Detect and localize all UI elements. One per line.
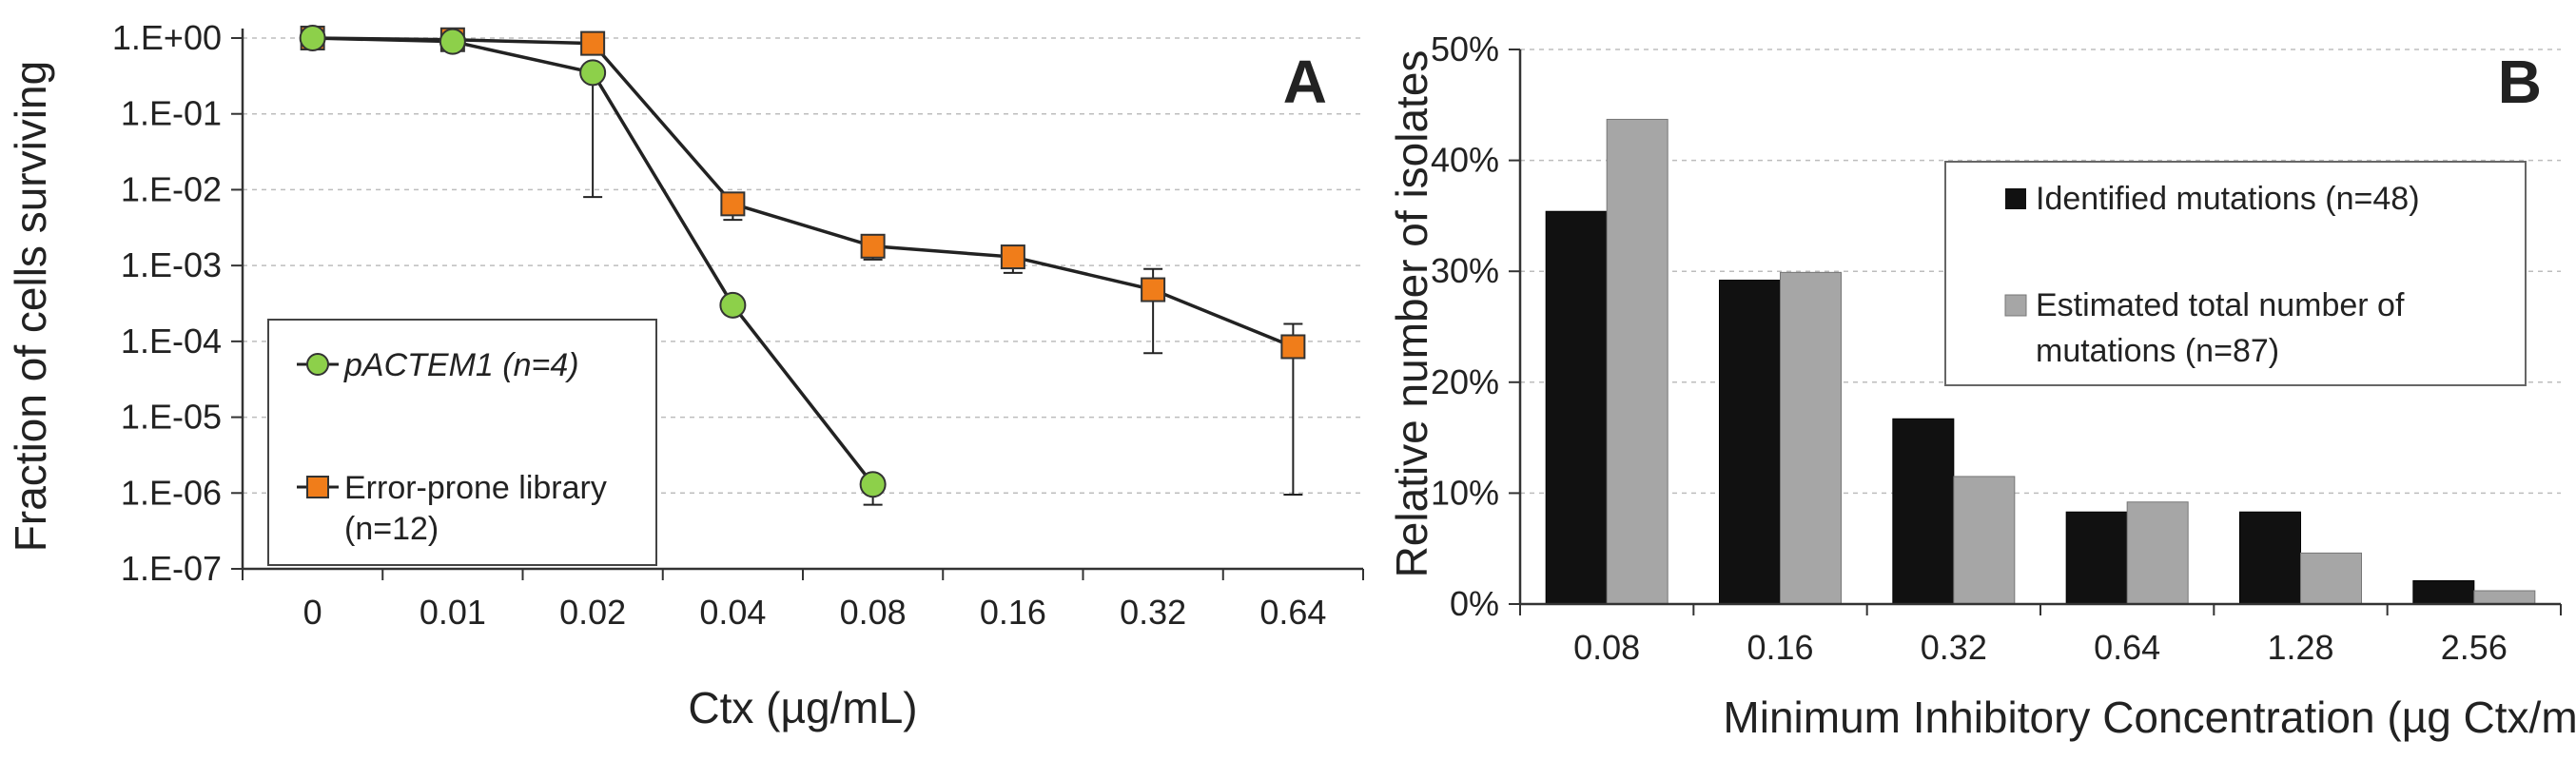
panel-a-y-tick-label: 1.E-04 [121, 322, 222, 361]
panel-a-x-axis-title: Ctx (µg/mL) [688, 683, 917, 732]
panel-b-y-tick-label: 20% [1431, 362, 1499, 401]
panel-b-bar-chart: 0% 10% 20% 30% 40% 50% 0.08 0.16 0.32 0.64 1.28 2.… [1387, 29, 2576, 742]
bar-identified [2412, 580, 2475, 605]
data-point-pactem1 [299, 25, 326, 51]
panel-a-line-chart: 1.E+00 1.E-01 1.E-02 1.E-03 1.E-04 1.E-05 1.E-… [6, 17, 1364, 732]
panel-b-y-tick-label: 30% [1431, 251, 1499, 290]
data-point-error-prone [1000, 244, 1025, 270]
panel-a-x-tick-label: 0.16 [980, 593, 1046, 632]
bar-identified [2239, 511, 2301, 605]
data-point-error-prone [720, 191, 746, 217]
panel-a-y-tick-label: 1.E-06 [121, 473, 222, 512]
panel-a-y-tick-label: 1.E-02 [121, 169, 222, 208]
panel-b-y-ticks: 0% 10% 20% 30% 40% 50% [1431, 29, 1499, 623]
legend-label-pactem1: pACTEM1 (n=4) [343, 347, 579, 383]
panel-b-label: B [2498, 48, 2542, 116]
panel-a-y-tick-label: 1.E+00 [112, 18, 222, 57]
bar-estimated [2126, 501, 2189, 605]
panel-a-x-tick-label: 0 [303, 593, 322, 632]
bar-estimated [2473, 590, 2536, 605]
panel-a-y-axis-title: Fraction of cells surviving [6, 61, 55, 552]
bar-estimated [1780, 271, 1842, 605]
data-point-error-prone [580, 30, 606, 56]
panel-a-axes [231, 29, 1364, 580]
panel-a-y-ticks: 1.E+00 1.E-01 1.E-02 1.E-03 1.E-04 1.E-05 1.E-… [112, 18, 222, 588]
panel-b-x-tick-label: 0.32 [1921, 628, 1987, 667]
legend-marker-error-prone [306, 476, 329, 498]
panel-b-x-tick-label: 0.16 [1747, 628, 1813, 667]
panel-b-y-tick-label: 0% [1450, 584, 1499, 623]
legend-label-error-prone: Error-prone library [344, 470, 607, 506]
legend-label-identified: Identified mutations (n=48) [2036, 181, 2420, 217]
panel-a-x-tick-label: 0.01 [420, 593, 486, 632]
legend-label-estimated-line2: mutations (n=87) [2036, 333, 2279, 369]
data-point-error-prone [860, 233, 886, 259]
panel-b-x-ticks: 0.08 0.16 0.32 0.64 1.28 2.56 [1573, 628, 2508, 667]
legend-swatch-estimated [2004, 294, 2027, 317]
panel-b-y-axis-title: Relative number of isolates [1387, 50, 1436, 578]
panel-a-x-tick-label: 0.02 [559, 593, 626, 632]
panel-a-label: A [1283, 48, 1327, 116]
data-point-pactem1 [859, 471, 887, 498]
data-point-pactem1 [579, 59, 607, 87]
bar-identified [1892, 418, 1955, 605]
data-point-pactem1 [719, 291, 747, 319]
panel-a-series [299, 25, 1306, 506]
panel-b-x-tick-label: 1.28 [2267, 628, 2333, 667]
series-line-error-prone [312, 36, 1295, 349]
panel-b-x-axis-title: Minimum Inhibitory Concentration (µg Ctx… [1723, 693, 2576, 742]
panel-a-y-tick-label: 1.E-05 [121, 398, 222, 437]
panel-b-axes [1509, 49, 2562, 615]
panel-a-x-tick-label: 0.08 [840, 593, 907, 632]
data-point-error-prone [1280, 334, 1306, 360]
panel-a-x-tick-label: 0.64 [1259, 593, 1326, 632]
panel-a-x-ticks: 0 0.01 0.02 0.04 0.08 0.16 0.32 0.64 [303, 593, 1327, 632]
panel-b-y-tick-label: 50% [1431, 29, 1499, 68]
panel-a-grid [243, 37, 1363, 495]
panel-a-y-tick-label: 1.E-01 [121, 94, 222, 133]
panel-b-x-tick-label: 2.56 [2441, 628, 2508, 667]
panel-b-bars [1545, 118, 2536, 605]
panel-a-x-tick-label: 0.04 [699, 593, 766, 632]
bar-identified [1545, 210, 1608, 605]
legend-label-error-prone-line2: (n=12) [344, 511, 439, 547]
panel-b-x-tick-label: 0.64 [2094, 628, 2160, 667]
panel-b-legend: Identified mutations (n=48) Estimated to… [1944, 161, 2527, 386]
panel-a-y-tick-label: 1.E-07 [121, 549, 222, 588]
bar-estimated [2300, 552, 2362, 605]
panel-b-y-tick-label: 40% [1431, 141, 1499, 180]
bar-identified [1719, 280, 1781, 605]
panel-a-legend-box [267, 319, 657, 566]
panel-b-legend-box [1944, 161, 2527, 386]
panel-a-legend: pACTEM1 (n=4) Error-prone library (n=12) [267, 319, 657, 566]
bar-identified [2065, 511, 2128, 605]
panel-b-x-tick-label: 0.08 [1573, 628, 1640, 667]
legend-marker-pactem1 [306, 353, 329, 376]
bar-estimated [1953, 476, 2016, 605]
panel-b-y-tick-label: 10% [1431, 473, 1499, 512]
panel-a-x-tick-label: 0.32 [1120, 593, 1186, 632]
panel-a-y-tick-label: 1.E-03 [121, 245, 222, 284]
legend-label-estimated: Estimated total number of [2036, 287, 2405, 323]
bar-estimated [1606, 118, 1669, 605]
data-point-error-prone [1141, 277, 1166, 302]
data-point-pactem1 [439, 28, 466, 55]
legend-swatch-identified [2005, 188, 2026, 209]
